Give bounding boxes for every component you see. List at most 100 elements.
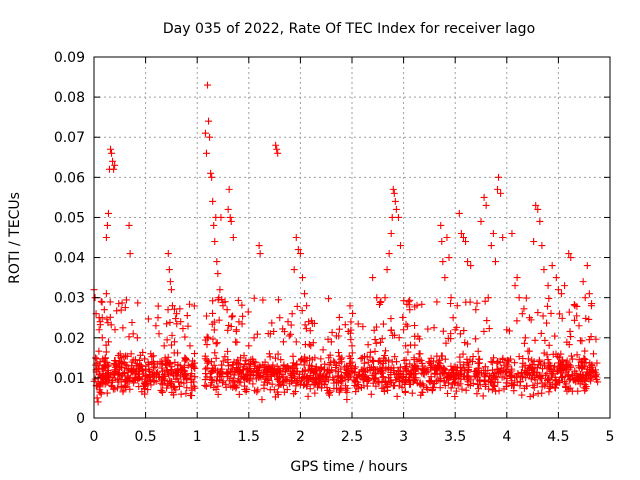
data-point [431,366,439,374]
data-point [390,189,398,197]
data-point [458,385,466,393]
data-point [303,302,311,310]
data-point [511,359,519,367]
data-point [147,381,155,389]
data-point [388,213,396,221]
data-point [333,378,341,386]
data-point [494,357,502,365]
data-point [480,366,488,374]
data-point [544,356,552,364]
data-point [209,197,217,205]
data-point [227,323,235,331]
data-point [109,157,117,165]
data-point [557,359,565,367]
data-point [381,352,389,360]
data-point [487,358,495,366]
data-point [293,360,301,368]
data-point [319,346,327,354]
data-point [519,359,527,367]
data-point [463,376,471,384]
data-point [581,347,589,355]
data-point [389,185,397,193]
data-point [303,381,311,389]
data-point [369,375,377,383]
data-point [204,81,212,89]
data-point [249,380,257,388]
data-point [582,383,590,391]
data-point [460,361,468,369]
data-point [444,379,452,387]
data-point [561,364,569,372]
data-point [225,362,233,370]
data-point [529,381,537,389]
data-point [214,369,222,377]
data-point [177,318,185,326]
data-point [210,221,218,229]
data-point [544,282,552,290]
data-point [373,294,381,302]
data-point [327,338,335,346]
data-point [357,384,365,392]
data-point [543,376,551,384]
data-point [531,376,539,384]
data-point [573,312,581,320]
data-point [488,358,496,366]
data-point [256,250,264,258]
data-point [204,359,212,367]
data-point [372,339,380,347]
data-point [94,398,102,406]
data-point [122,296,130,304]
data-point [514,369,522,377]
data-point [292,382,300,390]
data-point [503,374,511,382]
data-point [163,320,171,328]
data-point [539,365,547,373]
data-point [283,375,291,383]
data-point [589,350,597,358]
data-point [459,350,467,358]
data-point [205,117,213,125]
data-point [235,390,243,398]
data-point [389,382,397,390]
x-tick-label: 4.5 [547,429,569,445]
data-point [521,334,529,342]
data-point [582,314,590,322]
data-point [372,366,380,374]
data-point [141,355,149,363]
data-point [260,378,268,386]
data-point [347,318,355,326]
data-point [502,367,510,375]
data-point [289,352,297,360]
data-point [335,348,343,356]
data-point [391,197,399,205]
data-point [227,217,235,225]
data-point [107,371,115,379]
data-point [537,329,545,337]
data-point [272,141,280,149]
data-point [106,298,114,306]
data-point [170,382,178,390]
data-point [107,381,115,389]
data-point [456,358,464,366]
data-point [101,378,109,386]
data-point [253,371,261,379]
data-point [578,371,586,379]
data-point [275,377,283,385]
data-point [214,382,222,390]
data-point [545,359,553,367]
data-point [287,321,295,329]
data-point [439,327,447,335]
data-point [481,297,489,305]
data-point [314,379,322,387]
data-point [217,213,225,221]
data-point [164,306,172,314]
data-point [365,376,373,384]
data-point [547,309,555,317]
data-point [113,384,121,392]
data-point [394,367,402,375]
data-point [234,296,242,304]
data-point [163,336,171,344]
data-point [119,370,127,378]
data-point [557,350,565,358]
data-point [460,327,468,335]
